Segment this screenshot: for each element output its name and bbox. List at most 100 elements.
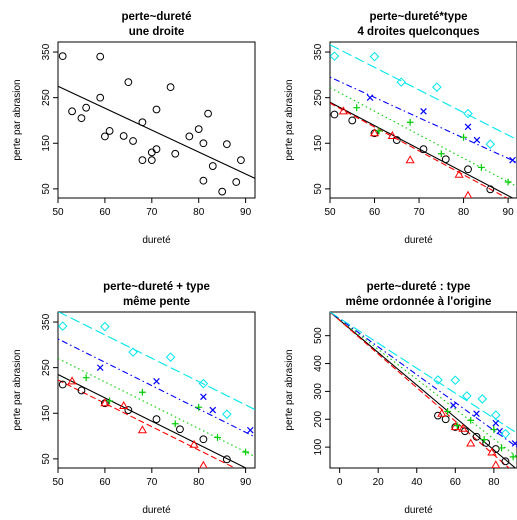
- point-cyan: [396, 77, 407, 87]
- point-black: [222, 140, 231, 149]
- chart-title-line-1: perte~dureté + type: [103, 281, 210, 293]
- x-tick-label: 0: [337, 477, 343, 488]
- point-red: [466, 438, 476, 447]
- point-cyan: [222, 409, 232, 419]
- chart-panel-4: perte~dureté : type même ordonnée à l'ori…: [284, 281, 517, 516]
- point-cyan: [165, 352, 176, 362]
- point-blue: [96, 364, 104, 371]
- point-black: [176, 425, 184, 434]
- point-green: [195, 403, 203, 411]
- point-black: [124, 78, 133, 87]
- point-blue: [209, 406, 217, 414]
- point-red: [487, 447, 497, 456]
- x-axis-label: dureté: [142, 505, 171, 516]
- point-black: [208, 162, 217, 170]
- point-red: [67, 376, 77, 385]
- point-cyan: [330, 51, 340, 61]
- fit-lines: [330, 44, 517, 198]
- y-tick-label: 150: [41, 134, 52, 151]
- point-black: [348, 116, 357, 125]
- y-tick-label: 300: [313, 383, 324, 400]
- point-green: [509, 453, 517, 461]
- point-black: [222, 455, 231, 464]
- point-green: [139, 388, 146, 396]
- point-blue: [246, 426, 254, 434]
- point-blue: [153, 378, 160, 385]
- point-green: [477, 164, 485, 171]
- x-tick-label: 60: [99, 207, 111, 218]
- point-black: [68, 107, 76, 116]
- point-black: [152, 415, 161, 424]
- plot-frame: [57, 41, 256, 199]
- point-blue: [420, 108, 427, 115]
- x-tick-label: 90: [240, 207, 252, 218]
- point-black: [501, 457, 510, 466]
- point-black: [119, 132, 128, 140]
- point-black: [204, 109, 212, 118]
- data-points: [58, 52, 245, 196]
- point-blue: [366, 94, 374, 101]
- fit-line-blue: [330, 76, 517, 163]
- fit-line-cyan: [330, 44, 517, 141]
- x-tick-label: 90: [240, 477, 252, 488]
- point-black: [199, 176, 208, 185]
- point-black: [129, 137, 137, 145]
- x-tick-label: 80: [458, 207, 470, 218]
- x-tick-label: 70: [146, 477, 158, 488]
- x-axis-label: dureté: [142, 235, 171, 246]
- x-axis-label: dureté: [404, 235, 433, 246]
- point-blue: [492, 419, 500, 427]
- fit-lines: [58, 85, 255, 179]
- point-green: [106, 397, 113, 405]
- y-tick-label: 50: [41, 453, 52, 465]
- fit-line-cyan: [58, 312, 255, 411]
- x-tick-label: 70: [146, 207, 158, 218]
- fit-line-blue: [58, 338, 255, 438]
- point-green: [460, 133, 467, 141]
- x-tick-label: 60: [450, 477, 462, 488]
- point-black: [138, 118, 147, 127]
- point-black: [96, 52, 105, 61]
- x-tick-label: 80: [193, 477, 205, 488]
- point-black: [77, 386, 86, 395]
- point-black: [105, 127, 114, 135]
- y-tick-label: 100: [313, 438, 324, 455]
- point-black: [392, 136, 401, 144]
- point-black: [464, 165, 472, 174]
- chart-title-line-2: une droite: [129, 26, 185, 38]
- point-cyan: [477, 394, 488, 404]
- y-tick-label: 250: [41, 359, 52, 376]
- point-black: [237, 156, 245, 165]
- point-black: [199, 435, 208, 444]
- fit-line-red: [58, 379, 237, 468]
- point-black: [166, 83, 175, 92]
- x-tick-label: 50: [52, 207, 64, 218]
- point-red: [458, 423, 468, 432]
- point-black: [82, 103, 91, 112]
- fit-line-blue: [330, 312, 517, 448]
- point-green: [406, 118, 414, 126]
- point-cyan: [433, 375, 443, 385]
- point-cyan: [58, 321, 68, 331]
- point-blue: [464, 123, 472, 131]
- point-red: [199, 460, 208, 468]
- point-red: [119, 401, 129, 410]
- x-tick-label: 90: [503, 207, 515, 218]
- point-blue: [450, 402, 457, 409]
- point-red: [137, 425, 148, 434]
- y-tick-label: 350: [313, 43, 324, 60]
- point-green: [467, 416, 475, 424]
- chart-title-line-1: perte~dureté : type: [367, 281, 471, 293]
- point-cyan: [500, 428, 511, 439]
- y-tick-label: 150: [41, 404, 52, 421]
- fit-line-green: [330, 87, 517, 188]
- x-tick-label: 50: [324, 207, 336, 218]
- point-green: [444, 408, 451, 415]
- y-tick-label: 350: [41, 313, 52, 330]
- point-black: [185, 132, 194, 141]
- data-points: [330, 51, 516, 198]
- data-points: [58, 321, 254, 468]
- point-black: [152, 105, 161, 114]
- point-black: [58, 52, 67, 61]
- point-red: [463, 190, 473, 198]
